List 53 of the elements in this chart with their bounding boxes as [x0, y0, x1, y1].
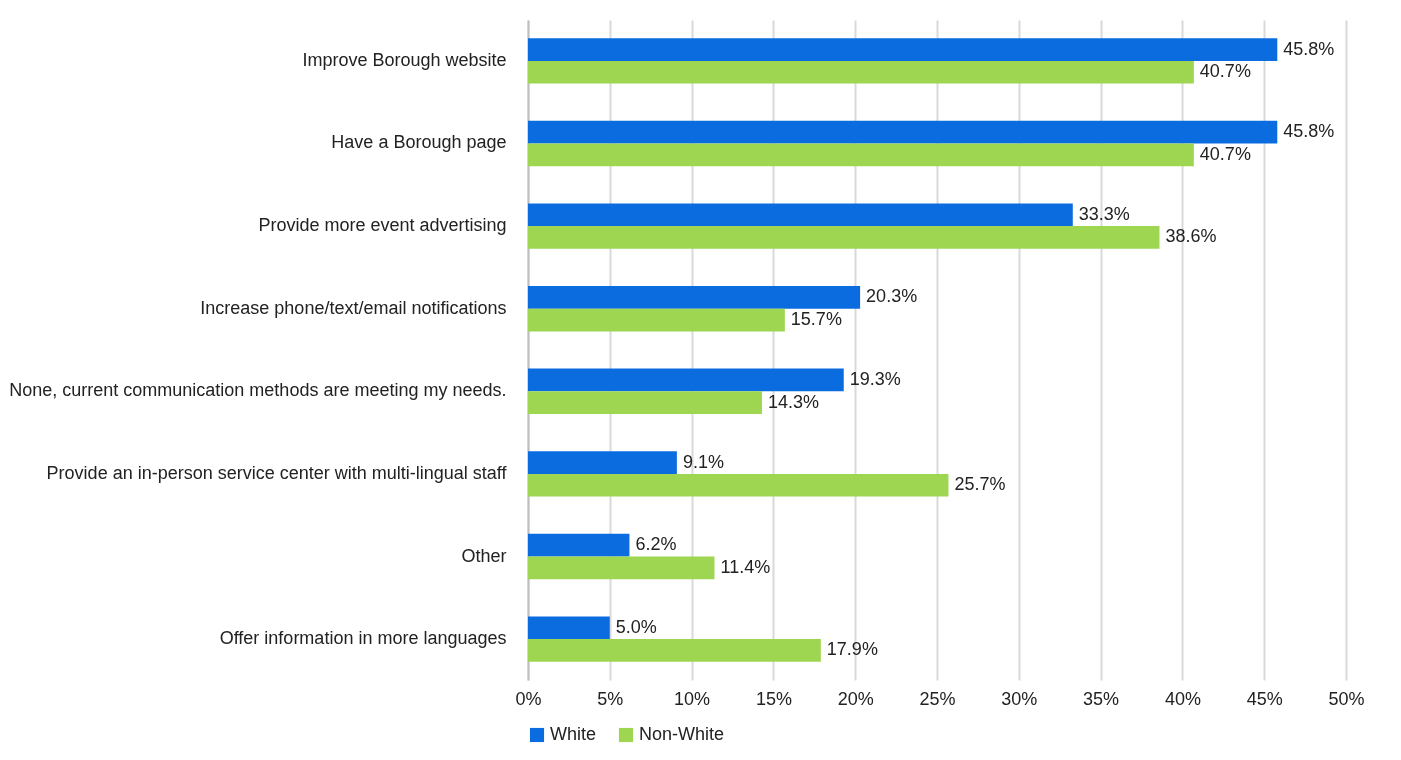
data-label: 33.3% [1078, 203, 1130, 224]
x-tick-label: 25% [919, 688, 956, 709]
x-tick-label: 40% [1164, 688, 1201, 709]
y-tick-label: Have a Borough page [331, 132, 507, 153]
data-label: 20.3% [866, 286, 918, 307]
bar [528, 616, 610, 640]
data-label: 9.1% [682, 451, 724, 472]
x-tick-label: 35% [1083, 688, 1120, 709]
data-label: 45.8% [1283, 121, 1335, 142]
x-tick-label: 45% [1246, 688, 1283, 709]
bar [528, 60, 1194, 84]
x-tick-label: 20% [837, 688, 874, 709]
y-tick-label: Provide more event advertising [258, 215, 507, 236]
bar [528, 368, 844, 392]
bar [528, 120, 1278, 144]
bar [528, 473, 949, 497]
data-label: 6.2% [635, 534, 677, 555]
data-label: 38.6% [1165, 226, 1217, 247]
data-label: 45.8% [1283, 38, 1335, 59]
data-label: 40.7% [1199, 61, 1251, 82]
data-label: 40.7% [1199, 143, 1251, 164]
y-tick-label: Increase phone/text/email notifications [200, 297, 507, 318]
bar [528, 143, 1194, 167]
x-tick-label: 0% [515, 688, 542, 709]
x-tick-label: 5% [597, 688, 624, 709]
bar [528, 285, 861, 309]
y-tick-label: Improve Borough website [302, 49, 507, 70]
bar [528, 308, 785, 332]
bar [528, 556, 715, 580]
y-tick-label: Offer information in more languages [219, 628, 507, 649]
legend-label: Non-White [639, 724, 725, 744]
data-label: 19.3% [849, 368, 901, 389]
x-tick-label: 15% [755, 688, 792, 709]
y-tick-label: Other [461, 545, 507, 566]
legend-label: White [550, 724, 597, 744]
data-label: 5.0% [615, 616, 657, 637]
y-tick-label: Provide an in-person service center with multi-lingual staff [46, 462, 508, 483]
y-tick-label: None, current communication methods are meeting my needs. [9, 380, 507, 401]
x-tick-label: 30% [1001, 688, 1038, 709]
data-label: 17.9% [826, 639, 878, 660]
x-tick-label: 10% [674, 688, 711, 709]
data-label: 11.4% [720, 556, 771, 577]
data-label: 15.7% [790, 309, 842, 330]
bar [528, 639, 821, 662]
bar [528, 391, 762, 415]
bar [528, 203, 1073, 227]
bar [528, 226, 1160, 249]
data-label: 25.7% [954, 474, 1006, 495]
bar [528, 38, 1278, 61]
x-tick-label: 50% [1328, 688, 1365, 709]
bar [528, 533, 630, 557]
bar [528, 451, 677, 474]
data-label: 14.3% [767, 391, 819, 412]
